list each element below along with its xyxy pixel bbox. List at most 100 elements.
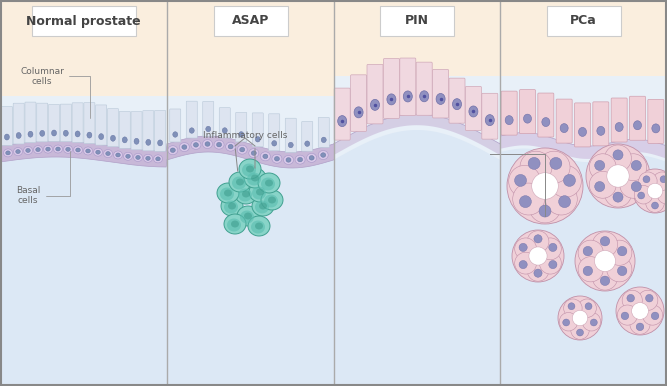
Ellipse shape xyxy=(274,157,279,161)
Ellipse shape xyxy=(217,183,239,203)
FancyBboxPatch shape xyxy=(416,62,432,115)
Ellipse shape xyxy=(43,145,53,153)
Ellipse shape xyxy=(540,238,562,260)
Ellipse shape xyxy=(3,149,13,157)
Ellipse shape xyxy=(182,145,187,149)
Ellipse shape xyxy=(549,243,557,252)
Ellipse shape xyxy=(505,116,513,125)
Ellipse shape xyxy=(288,142,293,148)
Ellipse shape xyxy=(583,266,592,276)
Ellipse shape xyxy=(539,205,551,217)
Ellipse shape xyxy=(631,181,642,191)
Ellipse shape xyxy=(321,137,326,142)
Ellipse shape xyxy=(559,196,570,208)
Polygon shape xyxy=(0,141,167,167)
Polygon shape xyxy=(167,136,334,168)
Ellipse shape xyxy=(256,188,264,195)
FancyBboxPatch shape xyxy=(169,109,181,142)
Ellipse shape xyxy=(604,180,632,207)
Ellipse shape xyxy=(646,194,664,212)
Ellipse shape xyxy=(13,147,23,156)
Ellipse shape xyxy=(528,157,540,169)
Ellipse shape xyxy=(620,171,647,198)
Text: Normal prostate: Normal prostate xyxy=(26,15,141,27)
Ellipse shape xyxy=(23,146,33,154)
Ellipse shape xyxy=(615,122,623,132)
Ellipse shape xyxy=(295,155,305,164)
FancyBboxPatch shape xyxy=(593,102,609,146)
Text: Inflammatory cells: Inflammatory cells xyxy=(203,131,287,140)
Ellipse shape xyxy=(255,222,263,230)
FancyBboxPatch shape xyxy=(538,93,554,137)
FancyBboxPatch shape xyxy=(167,0,334,386)
Ellipse shape xyxy=(265,179,273,186)
Ellipse shape xyxy=(179,142,189,152)
Ellipse shape xyxy=(568,303,575,310)
Ellipse shape xyxy=(532,173,558,199)
Ellipse shape xyxy=(244,213,252,220)
Ellipse shape xyxy=(103,149,113,157)
Ellipse shape xyxy=(638,192,645,199)
Ellipse shape xyxy=(634,186,653,204)
Ellipse shape xyxy=(660,176,667,183)
Ellipse shape xyxy=(515,252,536,274)
Ellipse shape xyxy=(28,131,33,137)
Ellipse shape xyxy=(592,232,618,257)
Ellipse shape xyxy=(240,210,254,223)
Ellipse shape xyxy=(653,172,667,190)
Ellipse shape xyxy=(651,312,659,320)
Ellipse shape xyxy=(534,269,542,277)
Ellipse shape xyxy=(321,153,325,157)
Ellipse shape xyxy=(168,146,178,155)
FancyBboxPatch shape xyxy=(31,6,135,36)
Polygon shape xyxy=(500,149,667,386)
FancyBboxPatch shape xyxy=(252,113,263,147)
FancyBboxPatch shape xyxy=(25,102,36,143)
Ellipse shape xyxy=(221,196,243,216)
Ellipse shape xyxy=(205,126,211,132)
Ellipse shape xyxy=(613,192,623,202)
Ellipse shape xyxy=(242,164,256,176)
Polygon shape xyxy=(0,157,167,386)
Ellipse shape xyxy=(203,139,213,149)
Ellipse shape xyxy=(259,203,267,210)
Ellipse shape xyxy=(638,172,657,190)
Ellipse shape xyxy=(590,154,616,181)
Ellipse shape xyxy=(634,121,642,130)
FancyBboxPatch shape xyxy=(269,114,279,151)
Ellipse shape xyxy=(111,135,115,141)
Ellipse shape xyxy=(246,166,254,173)
Ellipse shape xyxy=(514,174,526,186)
FancyBboxPatch shape xyxy=(60,104,71,142)
FancyBboxPatch shape xyxy=(37,103,48,142)
FancyBboxPatch shape xyxy=(13,103,24,144)
Ellipse shape xyxy=(134,138,139,144)
FancyBboxPatch shape xyxy=(500,0,667,76)
Ellipse shape xyxy=(486,115,494,125)
Ellipse shape xyxy=(146,156,150,160)
Ellipse shape xyxy=(578,127,586,136)
Ellipse shape xyxy=(239,132,243,137)
Ellipse shape xyxy=(550,165,582,197)
Ellipse shape xyxy=(507,148,583,224)
Ellipse shape xyxy=(258,173,280,193)
FancyBboxPatch shape xyxy=(95,105,107,145)
Ellipse shape xyxy=(193,142,198,147)
Ellipse shape xyxy=(529,247,547,265)
FancyBboxPatch shape xyxy=(235,112,247,142)
Ellipse shape xyxy=(255,137,260,142)
Ellipse shape xyxy=(51,130,57,136)
Polygon shape xyxy=(500,132,667,159)
Ellipse shape xyxy=(633,169,667,213)
FancyBboxPatch shape xyxy=(520,90,536,134)
Ellipse shape xyxy=(237,206,259,226)
Ellipse shape xyxy=(546,183,578,215)
Ellipse shape xyxy=(631,161,642,171)
Ellipse shape xyxy=(261,178,275,191)
Ellipse shape xyxy=(99,134,103,140)
Polygon shape xyxy=(167,152,334,386)
FancyBboxPatch shape xyxy=(143,111,154,151)
Ellipse shape xyxy=(520,196,532,208)
Ellipse shape xyxy=(338,115,347,127)
FancyBboxPatch shape xyxy=(556,99,572,143)
